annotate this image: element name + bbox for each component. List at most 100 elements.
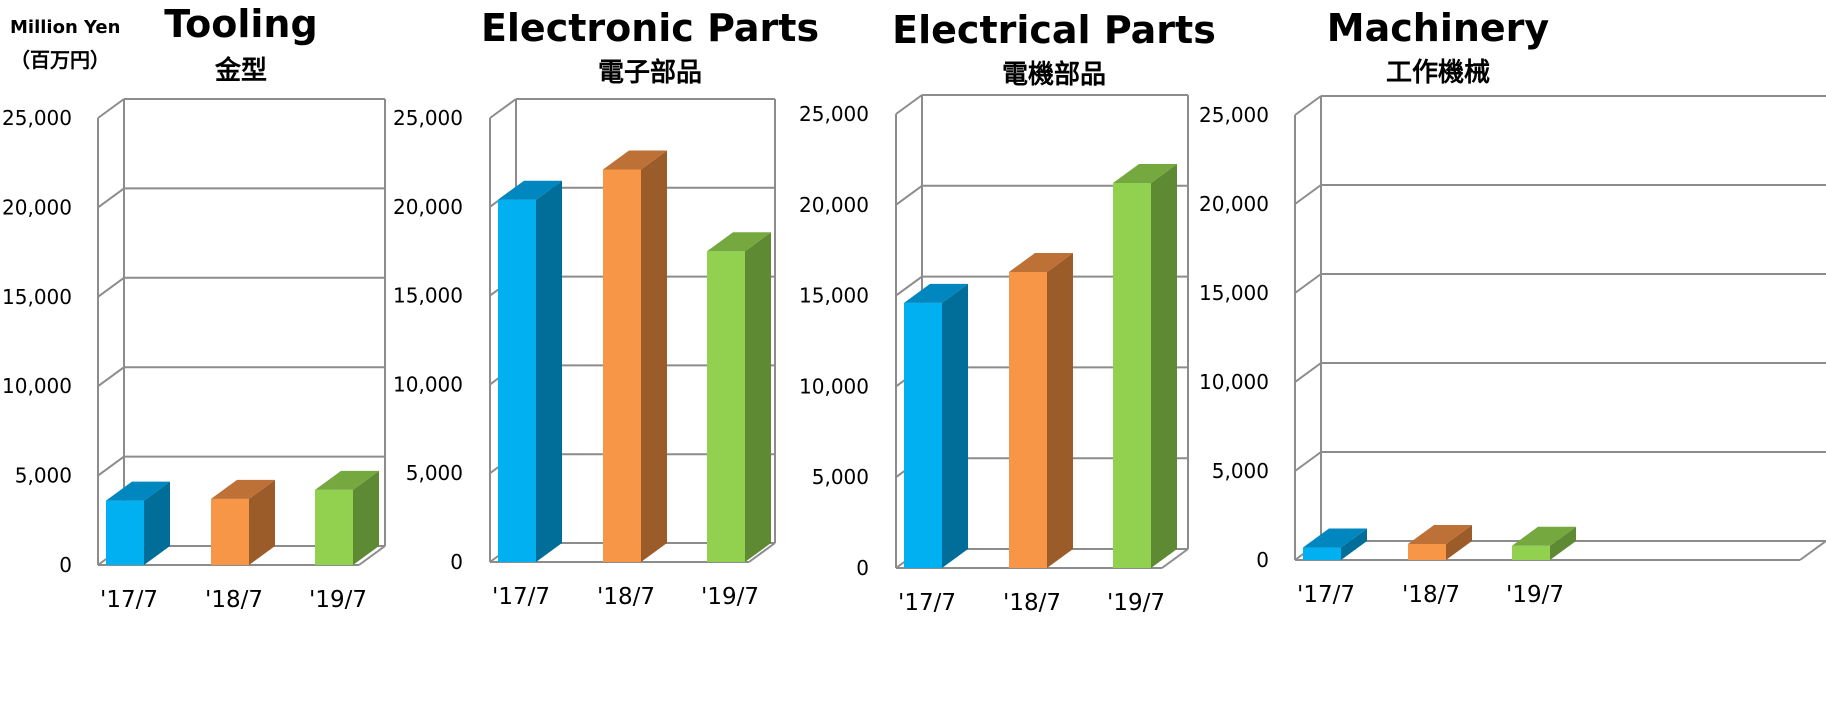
y-tick-label: 0 — [1256, 548, 1269, 572]
bar-top — [707, 232, 771, 252]
bar-side — [249, 479, 275, 565]
side-wall-line — [97, 276, 125, 298]
bar-side — [1446, 524, 1472, 560]
bar-top — [1512, 526, 1576, 546]
bar-front — [1512, 545, 1550, 560]
bar-side — [536, 180, 562, 563]
bar-front — [1408, 543, 1446, 560]
chart-4-plot: 0 5,000 10,000 15,000 20,000 25,000 '17/7 '18/7… — [1199, 95, 1826, 608]
y-tick-label: 10,000 — [2, 374, 72, 398]
y-tick-label: 5,000 — [406, 461, 463, 485]
bar-side — [1047, 252, 1073, 568]
bar-front — [1113, 183, 1151, 568]
x-tick-label: '19/7 — [1506, 582, 1564, 608]
chart-1-plot: 0 5,000 10,000 15,000 20,000 25,000 '17/7 '18/7… — [2, 98, 386, 613]
side-wall-line — [1294, 362, 1322, 383]
y-tick-label: 10,000 — [393, 372, 463, 396]
bar-front — [603, 169, 641, 562]
floor-right-edge — [1161, 548, 1189, 569]
y-tick-label: 15,000 — [393, 284, 463, 308]
bar-top — [603, 150, 667, 170]
x-tick-label: '17/7 — [492, 584, 550, 610]
floor-right-edge — [1799, 540, 1826, 561]
chart-2-plot: 0 5,000 10,000 15,000 20,000 25,000 '17/7 '18/7… — [393, 98, 776, 610]
bar-1 — [1303, 528, 1367, 560]
side-wall-line — [1294, 451, 1322, 472]
chart-1-subtitle: 金型 — [214, 56, 268, 86]
side-wall-line — [97, 187, 125, 209]
bar-top — [1303, 528, 1367, 548]
bar-front — [315, 489, 353, 565]
bar-top — [315, 470, 379, 490]
y-tick-label: 0 — [856, 556, 869, 580]
side-wall-line — [895, 94, 923, 115]
bar-front — [1303, 547, 1341, 560]
bar-2 — [211, 479, 275, 565]
chart-3-plot: 0 5,000 10,000 15,000 20,000 25,000 '17/7 '18/7… — [799, 94, 1189, 616]
side-wall-line — [1294, 273, 1322, 294]
bar-top — [211, 479, 275, 499]
y-tick-label: 15,000 — [2, 285, 72, 309]
bar-3 — [1512, 526, 1576, 560]
bar-top — [1408, 524, 1472, 544]
bar-top — [1009, 252, 1073, 272]
y-tick-label: 25,000 — [2, 106, 72, 130]
y-tick-label: 20,000 — [1199, 192, 1269, 216]
bar-side — [144, 481, 170, 565]
y-tick-label: 0 — [59, 553, 72, 577]
side-wall-line — [489, 98, 517, 119]
y-tick-label: 10,000 — [1199, 370, 1269, 394]
floor-right-edge — [358, 545, 386, 566]
floor-right-edge — [748, 542, 776, 563]
x-tick-label: '19/7 — [309, 587, 367, 613]
bar-front — [211, 498, 249, 565]
unit-label-jp: （百万円） — [10, 48, 110, 72]
x-tick-label: '18/7 — [205, 587, 263, 613]
bar-top — [904, 283, 968, 303]
bar-top — [498, 180, 562, 200]
bar-front — [498, 199, 536, 563]
x-tick-label: '18/7 — [1402, 582, 1460, 608]
y-tick-label: 25,000 — [799, 102, 869, 126]
chart-4-subtitle: 工作機械 — [1385, 58, 1491, 88]
y-tick-label: 20,000 — [393, 195, 463, 219]
bar-side — [942, 283, 968, 568]
y-tick-label: 5,000 — [15, 464, 72, 488]
x-tick-label: '17/7 — [898, 590, 956, 616]
y-tick-label: 20,000 — [799, 193, 869, 217]
y-tick-label: 10,000 — [799, 374, 869, 398]
bar-1 — [904, 283, 968, 568]
x-tick-label: '18/7 — [1003, 590, 1061, 616]
bar-side — [353, 470, 379, 565]
bar-side — [745, 232, 771, 562]
chart-2-title: Electronic Parts — [480, 6, 820, 50]
side-wall-line — [895, 184, 923, 206]
bar-side — [641, 150, 667, 562]
y-tick-label: 5,000 — [1212, 459, 1269, 483]
bar-front — [707, 251, 745, 562]
x-tick-label: '18/7 — [597, 584, 655, 610]
bar-2 — [603, 150, 667, 562]
bar-front — [106, 500, 144, 565]
chart-3-title: Electrical Parts — [892, 8, 1216, 52]
unit-label-en: Million Yen — [10, 17, 121, 38]
bar-top — [1113, 164, 1177, 184]
bar-front — [1009, 271, 1047, 568]
bar-2 — [1009, 252, 1073, 568]
y-tick-label: 15,000 — [799, 284, 869, 308]
chart-4-title: Machinery — [1326, 6, 1550, 50]
side-wall-line — [97, 455, 125, 477]
x-tick-label: '17/7 — [1297, 582, 1355, 608]
side-wall-line — [1294, 184, 1322, 205]
side-wall-line — [895, 275, 923, 297]
side-wall-line — [97, 98, 125, 119]
chart-3-subtitle: 電機部品 — [1001, 60, 1107, 90]
y-tick-label: 0 — [450, 550, 463, 574]
x-tick-label: '17/7 — [100, 587, 158, 613]
bar-3 — [315, 470, 379, 565]
y-tick-label: 25,000 — [1199, 103, 1269, 127]
y-tick-label: 20,000 — [2, 195, 72, 219]
bar-front — [904, 302, 942, 568]
y-tick-label: 15,000 — [1199, 281, 1269, 305]
